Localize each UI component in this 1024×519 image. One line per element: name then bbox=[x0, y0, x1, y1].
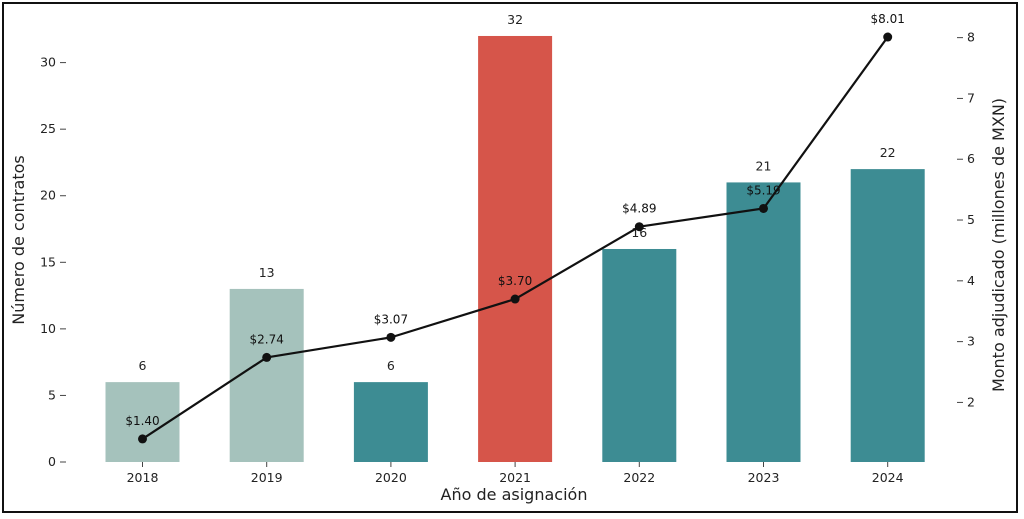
y-tick-label: 20 bbox=[40, 188, 56, 203]
x-axis-label: Año de asignación bbox=[441, 485, 588, 504]
bar bbox=[726, 182, 801, 462]
y-tick-label: 0 bbox=[48, 454, 56, 469]
bar-value-label: 6 bbox=[139, 358, 147, 373]
line-point bbox=[262, 352, 272, 362]
bar-value-label: 22 bbox=[880, 145, 896, 160]
right-axis: 2 3 4 5 6 7 8 bbox=[957, 30, 975, 409]
bar bbox=[229, 288, 304, 462]
y-tick-label: 5 bbox=[48, 387, 56, 402]
y2-tick-label: 4 bbox=[967, 273, 975, 288]
y2-tick-label: 8 bbox=[967, 30, 975, 45]
y2-tick-label: 7 bbox=[967, 90, 975, 105]
x-tick-label: 2023 bbox=[748, 470, 780, 485]
x-tick-label: 2024 bbox=[872, 470, 904, 485]
line-value-label: $3.70 bbox=[498, 274, 532, 288]
y2-tick-label: 6 bbox=[967, 151, 975, 166]
x-axis: 2018 2019 2020 2021 2022 2023 2024 bbox=[127, 462, 904, 485]
y-axis-label: Número de contratos bbox=[9, 155, 28, 325]
line-point bbox=[883, 32, 893, 42]
y-tick-label: 25 bbox=[40, 121, 56, 136]
bar bbox=[602, 248, 677, 462]
y2-axis-label: Monto adjudicado (millones de MXN) bbox=[989, 98, 1008, 392]
bar bbox=[353, 382, 428, 462]
line-point bbox=[634, 222, 644, 232]
line-labels: $1.40 $2.74 $3.07 $3.70 $4.89 $5.19 $8.01 bbox=[125, 12, 905, 428]
y-tick-label: 15 bbox=[40, 254, 56, 269]
y-tick-label: 30 bbox=[40, 55, 56, 70]
amount-line bbox=[138, 32, 893, 444]
bars bbox=[105, 35, 925, 463]
bar-value-label: 21 bbox=[756, 158, 772, 173]
bar-value-label: 6 bbox=[387, 358, 395, 373]
line-point bbox=[138, 434, 147, 444]
line-value-label: $1.40 bbox=[125, 414, 159, 428]
line-point bbox=[386, 332, 396, 342]
x-tick-label: 2020 bbox=[375, 470, 407, 485]
y2-tick-label: 2 bbox=[967, 394, 975, 409]
y2-tick-label: 5 bbox=[967, 212, 975, 227]
y-tick-label: 10 bbox=[40, 321, 56, 336]
bar bbox=[478, 35, 553, 463]
bar bbox=[850, 169, 925, 462]
line-value-label: $2.74 bbox=[250, 332, 284, 346]
line-point bbox=[759, 203, 768, 213]
bar-value-label: 13 bbox=[259, 265, 275, 280]
bar-value-label: 32 bbox=[507, 12, 523, 27]
x-tick-label: 2019 bbox=[251, 470, 283, 485]
line-value-label: $3.07 bbox=[374, 312, 408, 326]
line-point bbox=[510, 294, 520, 304]
x-tick-label: 2022 bbox=[623, 470, 655, 485]
y2-tick-label: 3 bbox=[967, 334, 975, 349]
left-axis: 0 5 10 15 20 25 30 bbox=[40, 55, 66, 469]
line-value-label: $8.01 bbox=[871, 12, 905, 26]
line-value-label: $4.89 bbox=[622, 202, 656, 216]
line-value-label: $5.19 bbox=[746, 183, 780, 197]
chart-frame bbox=[2, 2, 1018, 513]
x-tick-label: 2018 bbox=[127, 470, 159, 485]
x-tick-label: 2021 bbox=[499, 470, 531, 485]
